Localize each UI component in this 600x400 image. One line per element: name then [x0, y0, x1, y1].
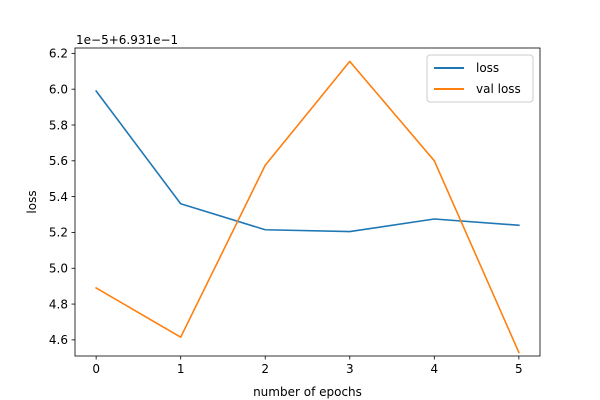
x-tick-label: 0 [92, 362, 100, 376]
x-tick-label: 2 [261, 362, 269, 376]
legend-box [426, 54, 534, 103]
series-line-loss [95, 89, 520, 233]
y-axis-label: loss [25, 190, 39, 213]
y-tick-label: 5.0 [49, 262, 68, 276]
x-tick-label: 3 [346, 362, 354, 376]
x-tick-label: 5 [515, 362, 523, 376]
y-tick-label: 4.6 [49, 333, 68, 347]
y-tick-label: 6.0 [49, 82, 68, 96]
y-tick-label: 6.2 [49, 47, 68, 61]
legend: loss val loss [426, 54, 534, 103]
y-tick-label: 5.4 [49, 190, 68, 204]
y-axis-offset-text: 1e−5+6.931e−1 [76, 33, 178, 47]
y-tick-label: 4.8 [49, 297, 68, 311]
x-tick-label: 1 [177, 362, 185, 376]
y-tick-label: 5.8 [49, 118, 68, 132]
y-tick-label: 5.2 [49, 226, 68, 240]
x-axis: 0 1 2 3 4 5 [92, 356, 523, 376]
y-tick-label: 5.6 [49, 154, 68, 168]
plot-area [74, 47, 541, 357]
legend-label-loss: loss [476, 61, 499, 75]
series-lines [95, 60, 520, 354]
series-line-val-loss [95, 60, 520, 354]
legend-label-val-loss: val loss [476, 82, 521, 96]
y-axis: 4.6 4.8 5.0 5.2 5.4 5.6 5.8 6.0 6.2 [49, 47, 75, 347]
x-tick-label: 4 [430, 362, 438, 376]
x-axis-label: number of epochs [253, 385, 362, 399]
